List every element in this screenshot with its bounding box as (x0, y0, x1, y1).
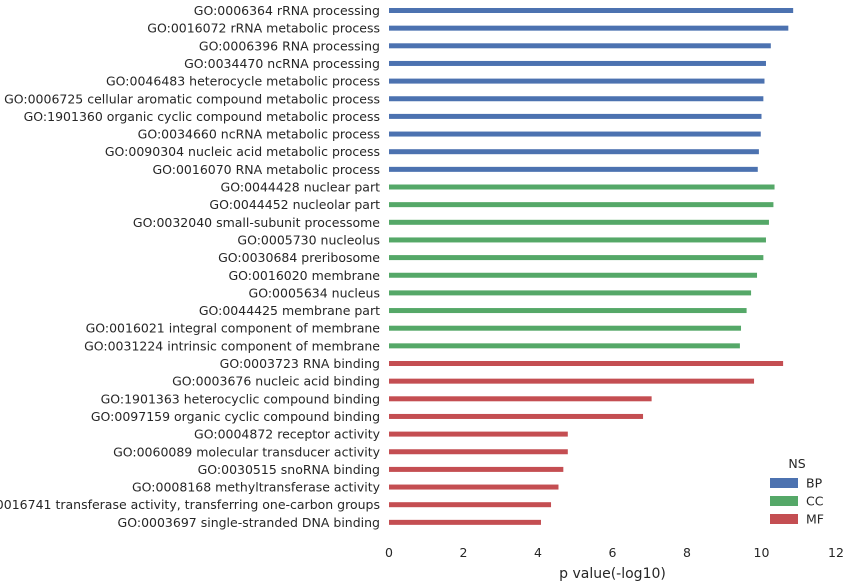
bar (389, 8, 794, 13)
bar (389, 60, 766, 66)
bar (389, 449, 568, 455)
x-axis-ticks: 0 2 4 6 8 10 12 (385, 545, 844, 560)
legend-swatch (770, 514, 798, 524)
bar (389, 413, 644, 419)
legend-label: CC (806, 494, 824, 509)
category-label: GO:0016072 rRNA metabolic process (147, 21, 380, 36)
bar (389, 396, 652, 402)
x-tick-label: 6 (609, 545, 617, 560)
x-tick-label: 8 (683, 545, 691, 560)
category-label: GO:0006725 cellular aromatic compound me… (4, 91, 380, 106)
category-label: GO:0044428 nuclear part (221, 180, 381, 195)
bar (389, 219, 769, 225)
bar (389, 361, 784, 366)
bar (389, 308, 747, 314)
legend-item: CC (770, 494, 824, 509)
legend: NS BP CC MF (770, 456, 824, 527)
category-label: GO:0003697 single-stranded DNA binding (118, 515, 380, 530)
category-label: GO:0016021 integral component of membran… (86, 321, 381, 336)
category-label: GO:0044452 nucleolar part (209, 197, 380, 212)
category-label: GO:1901363 heterocyclic compound binding (101, 391, 380, 406)
bar (389, 43, 771, 49)
bar (389, 343, 740, 349)
bar (389, 78, 765, 84)
category-label: GO:0004872 receptor activity (194, 427, 381, 442)
legend-title: NS (788, 456, 805, 471)
x-tick-label: 10 (754, 545, 770, 560)
bar (389, 113, 762, 119)
x-tick-label: 4 (534, 545, 542, 560)
category-label: GO:0046483 heterocycle metabolic process (106, 74, 380, 89)
category-label: GO:0005730 nucleolus (237, 232, 380, 247)
bar (389, 466, 564, 472)
bar-series (389, 8, 794, 525)
category-label: GO:0006396 RNA processing (199, 38, 380, 53)
bar (389, 25, 789, 31)
bar (389, 255, 764, 261)
bar (389, 202, 774, 208)
category-label: GO:0003676 nucleic acid binding (172, 374, 380, 389)
bar (389, 290, 752, 296)
bar (389, 131, 761, 137)
bar (389, 325, 742, 331)
bar (389, 431, 568, 437)
bar (389, 272, 758, 278)
category-label: GO:0034660 ncRNA metabolic process (138, 127, 380, 142)
category-label: GO:0008168 methyltransferase activity (132, 480, 381, 495)
category-label: GO:0016741 transferase activity, transfe… (0, 497, 380, 512)
category-label: GO:0097159 organic cyclic compound bindi… (91, 409, 380, 424)
bar (389, 96, 764, 102)
category-label: GO:0090304 nucleic acid metabolic proces… (105, 144, 380, 159)
legend-item: BP (770, 476, 823, 491)
bar (389, 378, 755, 384)
bar (389, 484, 559, 490)
category-label: GO:0060089 molecular transducer activity (113, 444, 381, 459)
legend-item: MF (770, 512, 824, 527)
category-label: GO:1901360 organic cyclic compound metab… (24, 109, 380, 124)
category-label: GO:0030684 preribosome (218, 250, 380, 265)
bar (389, 502, 552, 508)
legend-label: BP (806, 476, 823, 491)
legend-label: MF (806, 512, 824, 527)
category-label: GO:0005634 nucleus (249, 285, 380, 300)
bar (389, 166, 758, 172)
category-label: GO:0006364 rRNA processing (194, 3, 380, 18)
bar (389, 519, 541, 525)
legend-swatch (770, 478, 798, 488)
category-labels: GO:0006364 rRNA processing GO:0016072 rRN… (0, 3, 381, 530)
x-tick-label: 2 (460, 545, 468, 560)
category-label: GO:0044425 membrane part (199, 303, 380, 318)
x-tick-label: 12 (828, 545, 844, 560)
category-label: GO:0032040 small-subunit processome (133, 215, 380, 230)
category-label: GO:0034470 ncRNA processing (184, 56, 380, 71)
x-axis-title: p value(-log10) (559, 566, 666, 582)
category-label: GO:0016020 membrane (228, 268, 380, 283)
category-label: GO:0016070 RNA metabolic process (152, 162, 380, 177)
bar (389, 184, 775, 190)
category-label: GO:0031224 intrinsic component of membra… (84, 338, 380, 353)
bar (389, 237, 766, 243)
legend-swatch (770, 496, 798, 506)
category-label: GO:0030515 snoRNA binding (198, 462, 380, 477)
category-label: GO:0003723 RNA binding (220, 356, 380, 371)
legend-items: BP CC MF (770, 476, 824, 527)
x-tick-label: 0 (385, 545, 393, 560)
bar (389, 149, 759, 155)
